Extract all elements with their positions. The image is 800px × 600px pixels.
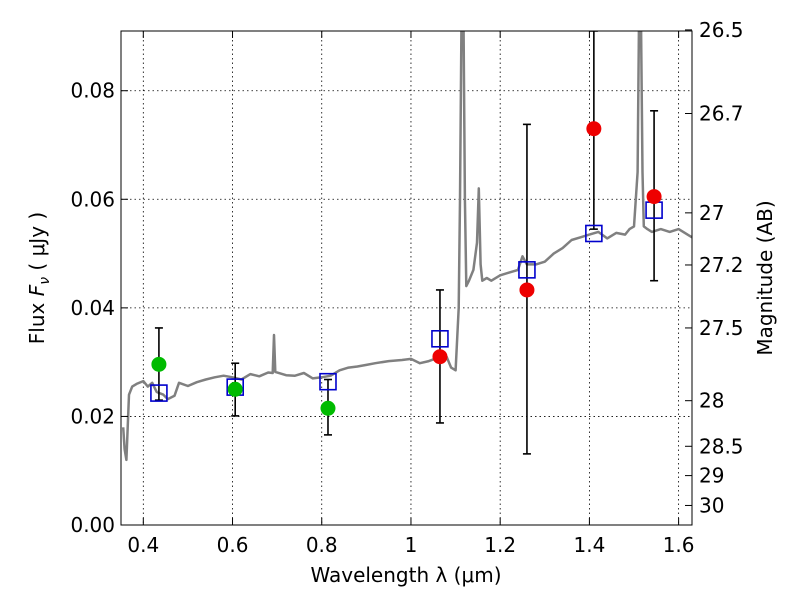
magnitude-tick-label: 26.7 — [699, 102, 744, 126]
y-label-subscript: ν — [37, 277, 53, 285]
y-label-unit: ( μJy ) — [25, 212, 49, 277]
y-tick-label: 0.04 — [70, 296, 115, 320]
y-tick-label: 0.08 — [70, 79, 115, 103]
x-tick-label: 0.6 — [217, 533, 249, 557]
model-flux-square — [585, 224, 603, 243]
observed-point-red — [432, 349, 448, 365]
observed-point-red — [646, 189, 662, 205]
magnitude-tick-label: 30 — [699, 493, 724, 517]
model-flux-square — [431, 329, 449, 348]
axis-ticks: 0.4 0.6 0.8 1 1.2 1.4 1.6 0.00 0.02 0.04 0.06 0.08 2… — [70, 18, 743, 557]
model-flux-square — [150, 384, 168, 402]
observed-point-red — [519, 282, 535, 298]
plot-background — [121, 31, 692, 525]
x-tick-label: 1.6 — [663, 533, 695, 557]
observed-point-green — [151, 356, 167, 372]
magnitude-tick-label: 29 — [699, 464, 724, 488]
x-tick-label: 1.4 — [573, 533, 605, 557]
observed-point-red — [586, 121, 602, 137]
observed-flux-layer — [151, 121, 662, 416]
y-tick-label: 0.06 — [70, 187, 115, 211]
model-flux-layer — [150, 201, 663, 402]
y-label-symbol: F — [25, 284, 49, 296]
model-flux-square — [518, 261, 536, 279]
y-label-prefix: Flux — [25, 296, 49, 344]
y-axis-label-right: Magnitude (AB) — [753, 200, 777, 355]
x-axis-label: Wavelength λ (μm) — [310, 563, 501, 587]
y-axis-label-left: Flux Fν ( μJy ) — [25, 212, 53, 344]
observed-point-green — [320, 400, 336, 416]
magnitude-tick-label: 27.2 — [699, 253, 744, 277]
magnitude-tick-label: 28 — [699, 389, 724, 413]
magnitude-tick-label: 28.5 — [699, 434, 744, 458]
magnitude-tick-label: 27.5 — [699, 316, 744, 340]
magnitude-tick-label: 27 — [699, 201, 724, 225]
y-tick-label: 0.00 — [70, 513, 115, 537]
plot-frame — [120, 30, 693, 526]
x-tick-label: 1.2 — [484, 533, 516, 557]
x-tick-label: 0.8 — [306, 533, 338, 557]
observed-point-green — [227, 381, 243, 397]
x-tick-label: 0.4 — [127, 533, 159, 557]
magnitude-tick-label: 26.5 — [699, 18, 744, 42]
y-tick-label: 0.02 — [70, 404, 115, 428]
model-flux-square — [319, 372, 337, 391]
x-tick-label: 1 — [405, 533, 418, 557]
